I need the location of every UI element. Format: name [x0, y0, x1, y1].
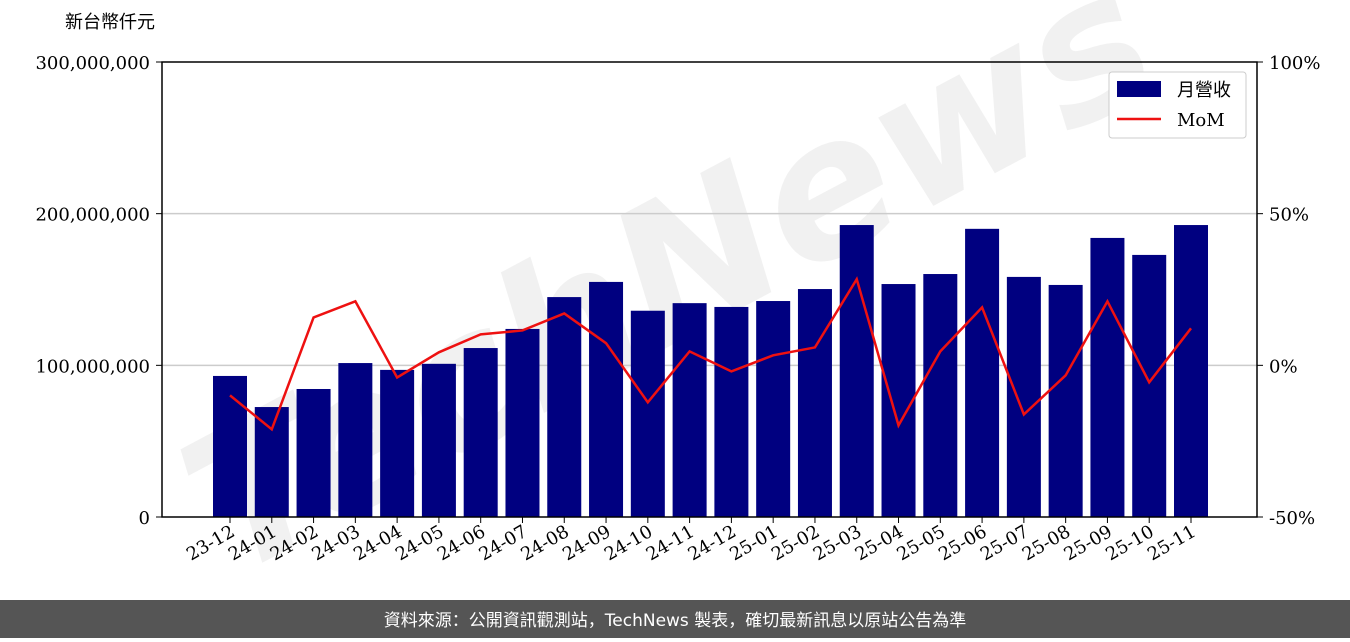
bar — [1006, 276, 1041, 517]
bar — [421, 363, 456, 517]
bar — [547, 297, 582, 517]
bar — [839, 225, 874, 517]
y2-tick-label: -50% — [1269, 508, 1315, 529]
bar — [1048, 284, 1083, 517]
footer-bar — [0, 600, 1350, 638]
bar — [213, 375, 247, 517]
bar — [463, 348, 498, 517]
bar — [296, 388, 331, 517]
bar — [797, 289, 832, 517]
y-tick-label: 0 — [139, 508, 150, 529]
x-tick-label: 25-11 — [1144, 521, 1199, 565]
legend-swatch — [1117, 81, 1161, 97]
bar — [1090, 237, 1125, 517]
legend-label: 月營收 — [1177, 80, 1231, 101]
source-note: 資料來源：公開資訊觀測站，TechNews 製表，確切最新訊息以原站公告為準 — [384, 611, 966, 631]
bar — [254, 407, 289, 517]
y-tick-label: 300,000,000 — [35, 53, 150, 74]
y2-tick-label: 0% — [1269, 356, 1298, 377]
bar — [380, 369, 415, 517]
plot-frame — [161, 61, 1258, 518]
y-tick-label: 200,000,000 — [35, 205, 150, 226]
mom-line — [229, 276, 1192, 432]
bar — [630, 310, 665, 517]
legend-label: MoM — [1177, 110, 1225, 131]
y-tick-label: 100,000,000 — [35, 356, 150, 377]
bar — [923, 274, 958, 517]
bar — [714, 306, 749, 517]
bar — [338, 363, 373, 517]
y-axis-label: 新台幣仟元 — [65, 12, 155, 33]
y2-tick-label: 100% — [1269, 53, 1320, 74]
y2-tick-label: 50% — [1269, 205, 1309, 226]
bar — [1132, 254, 1167, 518]
bar — [505, 328, 540, 517]
bar — [881, 284, 916, 517]
bar — [672, 303, 707, 517]
bar — [1174, 225, 1208, 517]
bar — [756, 301, 791, 517]
bar — [965, 228, 1000, 518]
bar — [589, 281, 624, 517]
